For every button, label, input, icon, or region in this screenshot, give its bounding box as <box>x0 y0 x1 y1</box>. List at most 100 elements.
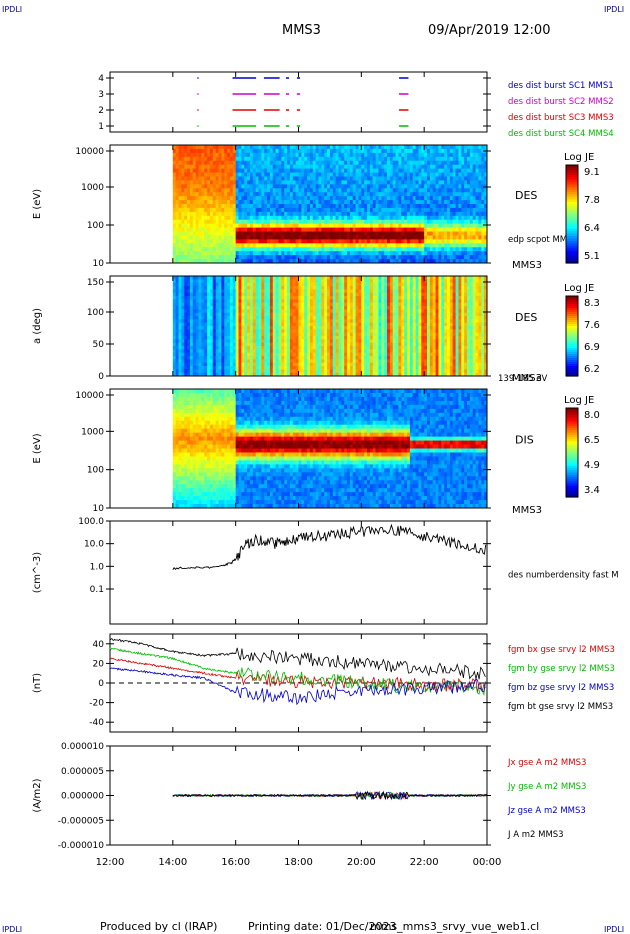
des_energy-cell <box>321 251 325 256</box>
des_pitch-cell <box>249 349 254 354</box>
des_energy-cell <box>201 160 205 166</box>
des_energy-cell <box>307 184 311 189</box>
des_energy-cell <box>241 215 245 221</box>
des_energy-cell <box>298 156 302 162</box>
des_energy-cell <box>404 207 408 213</box>
des_energy-cell <box>481 231 485 236</box>
des_energy-cell <box>221 156 225 162</box>
des_pitch-cell <box>221 299 225 304</box>
des_pitch-cell <box>315 299 319 304</box>
des_energy-cell <box>295 239 299 244</box>
des_pitch-cell <box>195 296 200 300</box>
des_energy-cell <box>284 180 288 185</box>
des_pitch-cell <box>201 359 205 364</box>
des_energy-cell <box>235 219 240 225</box>
des_energy-cell <box>281 180 285 185</box>
des_energy-cell <box>272 211 277 217</box>
des_energy-cell <box>264 211 268 217</box>
des_energy-cell <box>292 247 297 252</box>
des_pitch-cell <box>172 346 177 350</box>
des_energy-cell <box>472 231 477 236</box>
des_energy-cell <box>384 251 388 256</box>
des_pitch-cell <box>287 359 291 364</box>
des_energy-cell <box>229 188 234 193</box>
des_pitch-cell <box>227 369 231 374</box>
des_pitch-cell <box>218 339 222 344</box>
des_pitch-cell <box>247 366 251 370</box>
des_energy-cell <box>469 156 474 162</box>
des_energy-cell <box>238 148 242 154</box>
des_energy-cell <box>367 247 371 252</box>
des_pitch-cell <box>269 289 274 294</box>
des_energy-cell <box>429 152 434 158</box>
des_energy-cell <box>418 180 422 185</box>
des_pitch-cell <box>192 289 197 294</box>
des_pitch-cell <box>269 276 274 280</box>
des_energy-cell <box>218 196 222 201</box>
des_energy-cell <box>464 156 468 162</box>
des_energy-cell <box>192 207 197 213</box>
des_pitch-cell <box>255 329 260 334</box>
des_energy-cell <box>418 160 422 166</box>
des_pitch-cell <box>172 326 177 330</box>
des_pitch-cell <box>204 326 208 330</box>
des_pitch-cell <box>278 332 282 337</box>
des_energy-cell <box>381 231 385 236</box>
des_energy-cell <box>395 176 399 181</box>
des_energy-cell <box>335 164 339 170</box>
des_energy-cell <box>292 180 297 185</box>
des_energy-cell <box>355 164 359 170</box>
des_energy-cell <box>344 160 348 166</box>
des_pitch-cell <box>298 342 302 347</box>
des_pitch-cell <box>292 336 297 340</box>
des_pitch-cell <box>227 322 231 327</box>
des_energy-cell <box>215 188 220 193</box>
des_energy-cell <box>269 235 274 240</box>
des_pitch-cell <box>192 329 197 334</box>
des_energy-cell <box>447 164 451 170</box>
des_pitch-cell <box>304 309 308 314</box>
des_energy-cell <box>244 188 248 193</box>
des_energy-cell <box>424 235 428 240</box>
des_energy-cell <box>247 160 251 166</box>
des_energy-cell <box>227 211 231 217</box>
des_energy-cell <box>367 231 371 236</box>
des_energy-cell <box>198 215 202 221</box>
des_pitch-cell <box>304 339 308 344</box>
des_energy-cell <box>484 247 488 252</box>
des_energy-cell <box>209 188 214 193</box>
des_pitch-cell <box>209 289 214 294</box>
des_energy-cell <box>332 188 337 193</box>
des_energy-cell <box>332 227 337 233</box>
des_pitch-cell <box>312 359 317 364</box>
des_energy-cell <box>301 176 305 181</box>
des_energy-cell <box>412 251 417 256</box>
des_pitch-cell <box>264 336 268 340</box>
des_pitch-cell <box>315 286 319 290</box>
des_energy-cell <box>475 184 479 189</box>
des_pitch-cell <box>298 359 302 364</box>
des_energy-cell <box>338 180 342 185</box>
des_energy-cell <box>438 235 442 240</box>
des_energy-cell <box>187 231 191 236</box>
des_energy-cell <box>244 168 248 174</box>
des_energy-cell <box>395 223 399 229</box>
des_pitch-cell <box>204 339 208 344</box>
des_energy-cell <box>389 215 394 221</box>
des_energy-cell <box>418 176 422 181</box>
des_energy-cell <box>387 259 391 264</box>
des_energy-cell <box>452 200 457 205</box>
des_energy-cell <box>315 156 319 162</box>
des_pitch-cell <box>309 339 314 344</box>
des_pitch-cell <box>244 359 248 364</box>
des_energy-cell <box>184 247 188 252</box>
des_energy-cell <box>435 145 439 150</box>
des_energy-cell <box>318 227 322 233</box>
des_energy-cell <box>295 231 299 236</box>
des_energy-cell <box>232 196 237 201</box>
des_energy-cell <box>175 196 180 201</box>
des_energy-cell <box>341 156 345 162</box>
des_energy-cell <box>324 247 328 252</box>
des_energy-cell <box>421 239 425 244</box>
des_energy-cell <box>224 180 228 185</box>
